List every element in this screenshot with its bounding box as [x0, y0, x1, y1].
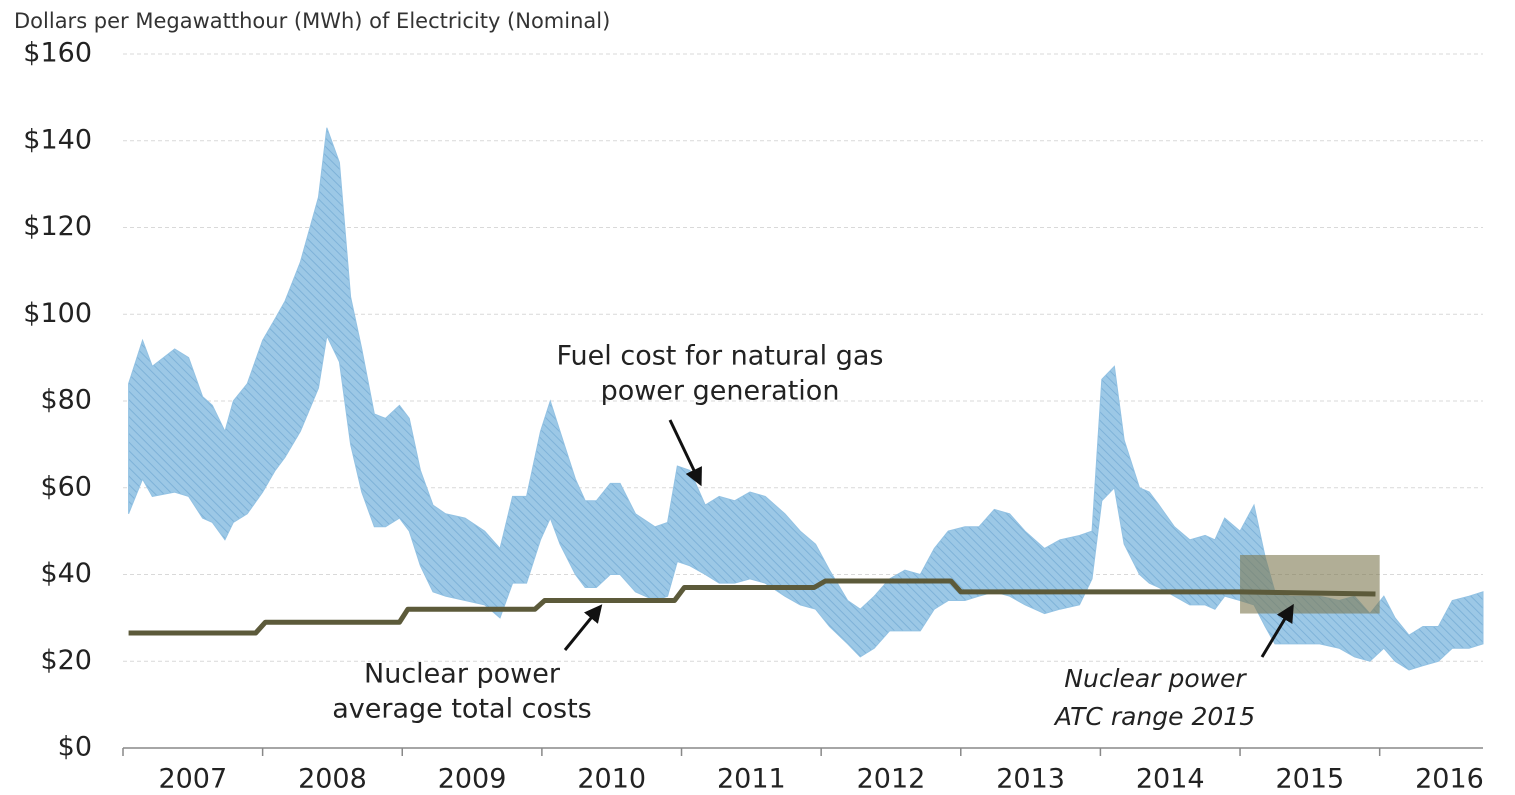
y-tick-label: $100: [23, 298, 92, 329]
arrow: [563, 604, 603, 651]
arrow: [668, 419, 702, 487]
x-tick-label: 2008: [298, 764, 367, 795]
y-tick-label: $20: [40, 645, 92, 676]
y-tick-label: $40: [40, 558, 92, 589]
x-tick-label: 2007: [158, 764, 227, 795]
y-tick-label: $60: [40, 471, 92, 502]
annotation: Fuel cost for natural gas: [556, 341, 883, 372]
arrow: [1260, 603, 1294, 658]
nuclear-line: [128, 578, 1376, 636]
y-tick-label: $80: [40, 385, 92, 416]
annotation: power generation: [601, 376, 840, 407]
x-tick-label: 2015: [1275, 764, 1344, 795]
chart-title: Dollars per Megawatthour (MWh) of Electr…: [14, 9, 610, 33]
x-tick-label: 2009: [438, 764, 507, 795]
x-tick-label: 2012: [857, 764, 926, 795]
x-tick-label: 2016: [1415, 764, 1484, 795]
y-tick-label: $160: [23, 38, 92, 69]
y-tick-label: $140: [23, 124, 92, 155]
annotation: ATC range 2015: [1053, 702, 1255, 731]
x-tick-label: 2013: [996, 764, 1065, 795]
atc-range-box: [1240, 554, 1380, 614]
annotation: Nuclear power: [1064, 664, 1247, 693]
y-tick-label: $0: [58, 732, 92, 763]
annotation: Nuclear power: [364, 659, 561, 690]
y-tick-label: $120: [23, 211, 92, 242]
x-tick-label: 2011: [717, 764, 786, 795]
x-tick-label: 2014: [1136, 764, 1205, 795]
price-band: [128, 127, 1484, 671]
annotations: Fuel cost for natural gas power generatio…: [332, 341, 1294, 731]
x-tick-label: 2010: [577, 764, 646, 795]
annotation: average total costs: [332, 694, 592, 725]
